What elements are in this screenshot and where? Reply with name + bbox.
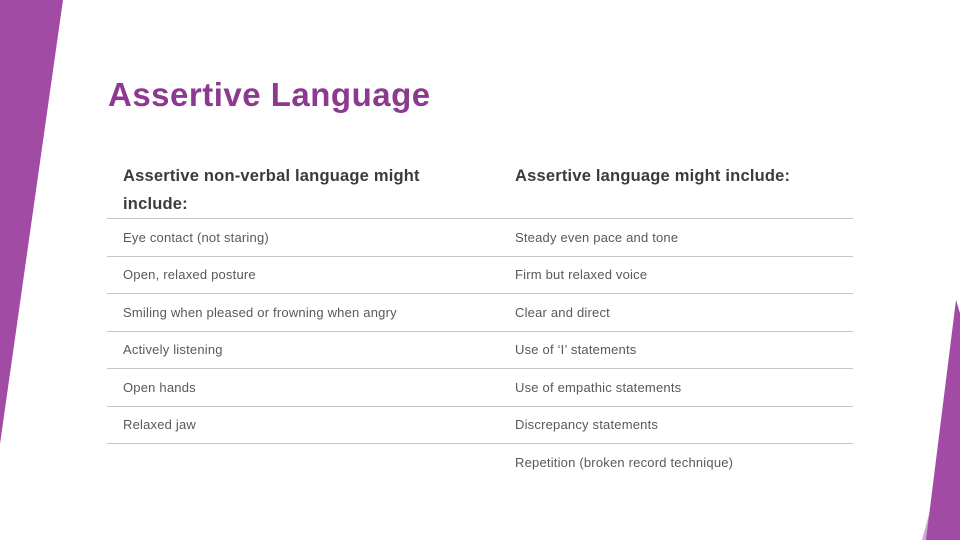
- table-row: Open, relaxed posture Firm but relaxed v…: [107, 257, 853, 294]
- table-cell-left: Eye contact (not staring): [123, 229, 269, 245]
- table-cell-left: Smiling when pleased or frowning when an…: [123, 304, 397, 320]
- left-diagonal-accent-shape: [0, 0, 63, 444]
- table-row: Open hands Use of empathic statements: [107, 369, 853, 407]
- table-cell-right: Clear and direct: [515, 304, 610, 320]
- comparison-table: Assertive non-verbal language might incl…: [107, 160, 853, 481]
- table-cell-right: Use of ‘I’ statements: [515, 342, 637, 358]
- table-cell-right: Firm but relaxed voice: [515, 267, 648, 283]
- table-cell-left: Relaxed jaw: [123, 417, 197, 433]
- table-cell-left: Open, relaxed posture: [123, 267, 256, 283]
- table-cell-right: Steady even pace and tone: [515, 229, 679, 245]
- table-cell-left: Actively listening: [123, 342, 223, 358]
- table-header-verbal: Assertive language might include:: [515, 167, 791, 185]
- table-header-row: Assertive non-verbal language might incl…: [107, 160, 853, 219]
- table-cell-left: Open hands: [123, 379, 196, 395]
- slide-title: Assertive Language: [108, 76, 431, 114]
- table-row: Repetition (broken record technique): [107, 444, 853, 481]
- bottom-right-diagonal-accent-shape: [926, 300, 960, 540]
- table-header-nonverbal: Assertive non-verbal language might incl…: [123, 167, 420, 213]
- table-cell-right: Discrepancy statements: [515, 417, 659, 433]
- table-cell-left: [107, 444, 499, 481]
- table-row: Actively listening Use of ‘I’ statements: [107, 332, 853, 369]
- table-row: Eye contact (not staring) Steady even pa…: [107, 219, 853, 257]
- table-row: Smiling when pleased or frowning when an…: [107, 294, 853, 332]
- table-row: Relaxed jaw Discrepancy statements: [107, 407, 853, 444]
- table-cell-right: Repetition (broken record technique): [515, 455, 734, 470]
- table-cell-right: Use of empathic statements: [515, 379, 682, 395]
